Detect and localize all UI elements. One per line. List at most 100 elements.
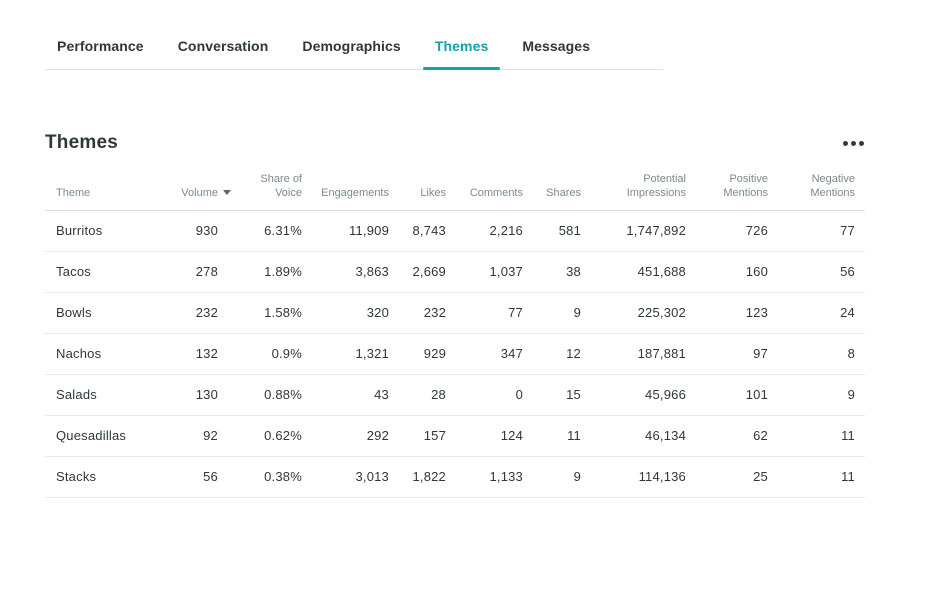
- value-cell: 726: [696, 210, 778, 252]
- column-header-comments[interactable]: Comments: [456, 172, 533, 211]
- column-label: Potential Impressions: [626, 173, 686, 200]
- value-cell: 929: [399, 333, 456, 375]
- column-label: Shares: [546, 187, 581, 200]
- value-cell: 2,216: [456, 210, 533, 252]
- value-cell: 232: [178, 292, 228, 334]
- value-cell: 3,013: [312, 456, 399, 498]
- themes-table: Theme Volume Share of Voice Engagements Like…: [45, 172, 865, 498]
- value-cell: 581: [533, 210, 591, 252]
- theme-cell: Burritos: [45, 210, 178, 252]
- column-label: Positive Mentions: [723, 173, 768, 200]
- tab-bar: Performance Conversation Demographics Theme…: [45, 30, 663, 70]
- column-label: Engagements: [321, 187, 389, 200]
- value-cell: 56: [178, 456, 228, 498]
- value-cell: 45,966: [591, 374, 696, 416]
- value-cell: 232: [399, 292, 456, 334]
- value-cell: 28: [399, 374, 456, 416]
- value-cell: 77: [456, 292, 533, 334]
- value-cell: 1,321: [312, 333, 399, 375]
- value-cell: 114,136: [591, 456, 696, 498]
- column-label: Comments: [469, 187, 523, 200]
- tab-themes[interactable]: Themes: [422, 30, 501, 70]
- value-cell: 38: [533, 251, 591, 293]
- ellipsis-dot: [851, 140, 856, 146]
- value-cell: 12: [533, 333, 591, 375]
- value-cell: 1.58%: [228, 292, 312, 334]
- value-cell: 8: [778, 333, 865, 375]
- value-cell: 930: [178, 210, 228, 252]
- column-header-engagements[interactable]: Engagements: [312, 172, 399, 211]
- column-label: Volume: [181, 187, 218, 200]
- value-cell: 24: [778, 292, 865, 334]
- theme-cell: Nachos: [45, 333, 178, 375]
- table-row[interactable]: Quesadillas 92 0.62% 292 157 124 11 46,134 62 11: [45, 415, 865, 457]
- value-cell: 451,688: [591, 251, 696, 293]
- ellipsis-dot: [859, 140, 864, 146]
- column-label: Likes: [420, 187, 446, 200]
- table-row[interactable]: Nachos 132 0.9% 1,321 929 347 12 187,881 97 8: [45, 333, 865, 375]
- table-header-row: Theme Volume Share of Voice Engagements Like…: [45, 172, 865, 211]
- value-cell: 9: [533, 292, 591, 334]
- column-header-share-of-voice[interactable]: Share of Voice: [228, 172, 312, 211]
- column-label: Share of Voice: [260, 173, 302, 200]
- value-cell: 123: [696, 292, 778, 334]
- column-header-likes[interactable]: Likes: [399, 172, 456, 211]
- value-cell: 292: [312, 415, 399, 457]
- value-cell: 11: [778, 456, 865, 498]
- value-cell: 11: [533, 415, 591, 457]
- value-cell: 25: [696, 456, 778, 498]
- value-cell: 97: [696, 333, 778, 375]
- value-cell: 132: [178, 333, 228, 375]
- table-row[interactable]: Bowls 232 1.58% 320 232 77 9 225,302 123 24: [45, 292, 865, 334]
- value-cell: 0.62%: [228, 415, 312, 457]
- section-header: Themes: [45, 132, 868, 154]
- column-label: Theme: [56, 187, 91, 200]
- value-cell: 1.89%: [228, 251, 312, 293]
- value-cell: 1,747,892: [591, 210, 696, 252]
- value-cell: 92: [178, 415, 228, 457]
- value-cell: 8,743: [399, 210, 456, 252]
- value-cell: 0.38%: [228, 456, 312, 498]
- value-cell: 46,134: [591, 415, 696, 457]
- tab-conversation[interactable]: Conversation: [166, 30, 281, 69]
- value-cell: 160: [696, 251, 778, 293]
- table-row[interactable]: Burritos 930 6.31% 11,909 8,743 2,216 581 1,747…: [45, 210, 865, 252]
- column-header-potential-impressions[interactable]: Potential Impressions: [591, 172, 696, 211]
- tab-performance[interactable]: Performance: [45, 30, 156, 69]
- value-cell: 278: [178, 251, 228, 293]
- value-cell: 1,822: [399, 456, 456, 498]
- value-cell: 157: [399, 415, 456, 457]
- ellipsis-icon[interactable]: [839, 135, 868, 152]
- value-cell: 43: [312, 374, 399, 416]
- column-header-shares[interactable]: Shares: [533, 172, 591, 211]
- value-cell: 187,881: [591, 333, 696, 375]
- column-label: Negative Mentions: [810, 173, 855, 200]
- value-cell: 6.31%: [228, 210, 312, 252]
- value-cell: 77: [778, 210, 865, 252]
- column-header-theme[interactable]: Theme: [45, 172, 178, 211]
- value-cell: 11: [778, 415, 865, 457]
- theme-cell: Tacos: [45, 251, 178, 293]
- value-cell: 56: [778, 251, 865, 293]
- value-cell: 9: [533, 456, 591, 498]
- value-cell: 1,037: [456, 251, 533, 293]
- value-cell: 0.88%: [228, 374, 312, 416]
- value-cell: 320: [312, 292, 399, 334]
- column-header-negative-mentions[interactable]: Negative Mentions: [778, 172, 865, 211]
- table-row[interactable]: Stacks 56 0.38% 3,013 1,822 1,133 9 114,136 25 11: [45, 456, 865, 498]
- table-row[interactable]: Tacos 278 1.89% 3,863 2,669 1,037 38 451,688 160…: [45, 251, 865, 293]
- value-cell: 0: [456, 374, 533, 416]
- sort-desc-icon: [223, 190, 231, 196]
- value-cell: 130: [178, 374, 228, 416]
- value-cell: 11,909: [312, 210, 399, 252]
- value-cell: 1,133: [456, 456, 533, 498]
- value-cell: 101: [696, 374, 778, 416]
- ellipsis-dot: [843, 140, 848, 146]
- table-row[interactable]: Salads 130 0.88% 43 28 0 15 45,966 101 9: [45, 374, 865, 416]
- column-header-volume[interactable]: Volume: [178, 172, 231, 211]
- value-cell: 62: [696, 415, 778, 457]
- tab-demographics[interactable]: Demographics: [290, 30, 412, 69]
- value-cell: 0.9%: [228, 333, 312, 375]
- column-header-positive-mentions[interactable]: Positive Mentions: [696, 172, 778, 211]
- tab-messages[interactable]: Messages: [510, 30, 602, 69]
